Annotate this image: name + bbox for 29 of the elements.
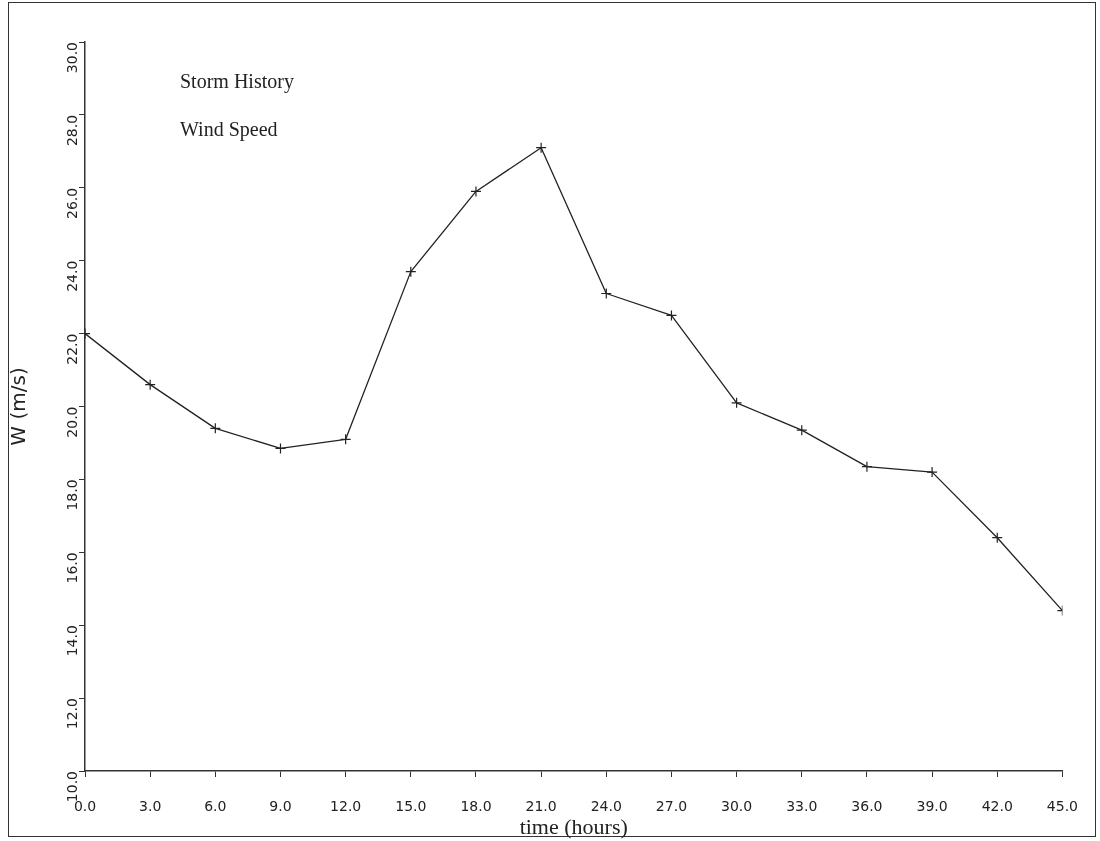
x-tick-label: 21.0 — [525, 798, 557, 815]
x-tick-label: 18.0 — [460, 798, 492, 815]
x-tick-label: 9.0 — [269, 798, 292, 815]
x-tick-label: 42.0 — [981, 798, 1013, 815]
x-tick-label: 30.0 — [721, 798, 753, 815]
x-axis-title: time (hours) — [519, 813, 628, 839]
x-tick-label: 39.0 — [916, 798, 948, 815]
y-tick-label: 28.0 — [63, 114, 80, 147]
x-tick-label: 3.0 — [139, 798, 162, 815]
y-tick-label: 20.0 — [63, 406, 80, 438]
y-tick-label: 26.0 — [63, 187, 80, 219]
x-tick-label: 33.0 — [786, 798, 818, 815]
y-tick-label: 12.0 — [63, 698, 80, 730]
x-tick-label: 12.0 — [330, 798, 362, 815]
text: Wind Speed — [180, 118, 278, 142]
x-tick-label: 27.0 — [655, 798, 688, 815]
text: Storm History — [180, 70, 294, 94]
y-tick-label: 22.0 — [63, 333, 80, 365]
y-tick-label: 16.0 — [63, 552, 80, 584]
y-tick-label: 30.0 — [63, 42, 80, 74]
x-tick-label: 24.0 — [590, 798, 622, 815]
x-tick-label: 15.0 — [395, 798, 427, 815]
y-tick-label: 18.0 — [63, 479, 80, 511]
y-axis-title: W (m/s) — [6, 367, 31, 446]
y-tick-label: 24.0 — [63, 260, 80, 292]
x-tick-label: 36.0 — [851, 798, 883, 815]
x-tick-label: 6.0 — [204, 798, 227, 815]
y-tick-label: 14.0 — [63, 625, 80, 657]
x-tick-label: 45.0 — [1046, 798, 1078, 815]
